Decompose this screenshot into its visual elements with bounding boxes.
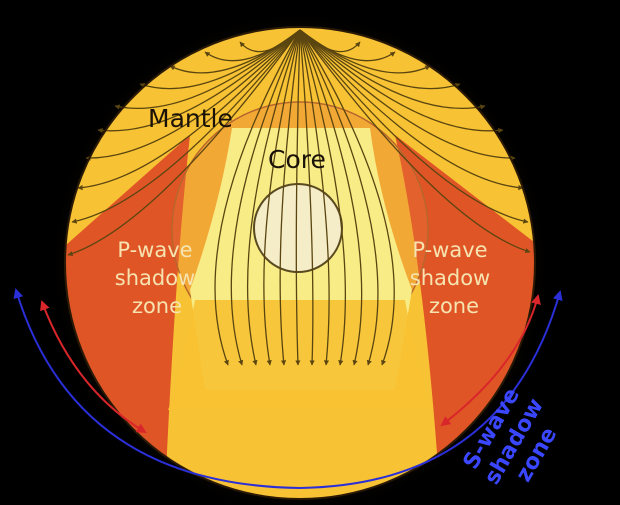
ray-arrow-icon: [67, 29, 301, 257]
ray-arrow-icon: [299, 29, 315, 366]
ray-arrow-icon: [299, 29, 379, 366]
p-wave-arrow-icon: [440, 294, 541, 427]
s-wave-arrow-icon: [13, 288, 563, 490]
svg-text:shadow: shadow: [410, 266, 490, 290]
ray-arrow-icon: [139, 29, 301, 90]
svg-text:P-wave: P-wave: [117, 238, 192, 262]
ray-arrow-icon: [246, 29, 301, 366]
ray-arrow-icon: [299, 29, 347, 366]
ray-arrow-icon: [299, 29, 516, 161]
s-shadow-label: S-wave shadow zone: [459, 384, 563, 489]
ray-arrow-icon: [114, 29, 301, 110]
ray-arrow-icon: [299, 29, 330, 366]
ray-arrow-icon: [97, 29, 301, 134]
ray-arrow-icon: [230, 29, 301, 366]
ray-arrow-icon: [295, 29, 301, 366]
core-label: Core: [268, 145, 326, 174]
svg-text:zone: zone: [132, 294, 182, 318]
ray-arrow-icon: [214, 29, 301, 366]
ray-arrow-icon: [299, 29, 363, 366]
p-wave-arrow-icon: [40, 300, 147, 434]
ray-arrow-icon: [299, 29, 529, 224]
ray-arrow-icon: [71, 29, 301, 224]
ray-arrow-icon: [263, 29, 301, 366]
svg-text:zone: zone: [429, 294, 479, 318]
ray-arrow-icon: [299, 29, 486, 110]
svg-text:shadow: shadow: [115, 266, 195, 290]
ray-arrow-icon: [299, 29, 395, 366]
mantle-label: Mantle: [148, 104, 233, 133]
ray-arrow-icon: [299, 29, 461, 90]
ray-arrow-icon: [299, 29, 531, 254]
earth-outline: [64, 26, 536, 500]
svg-text:P-wave: P-wave: [412, 238, 487, 262]
ray-arrow-icon: [299, 29, 524, 191]
ray-arrow-icon: [85, 29, 301, 161]
ray-arrow-icon: [77, 29, 301, 191]
ray-arrow-icon: [279, 29, 301, 366]
seismic-rays: [67, 29, 531, 366]
ray-arrow-icon: [299, 29, 504, 134]
